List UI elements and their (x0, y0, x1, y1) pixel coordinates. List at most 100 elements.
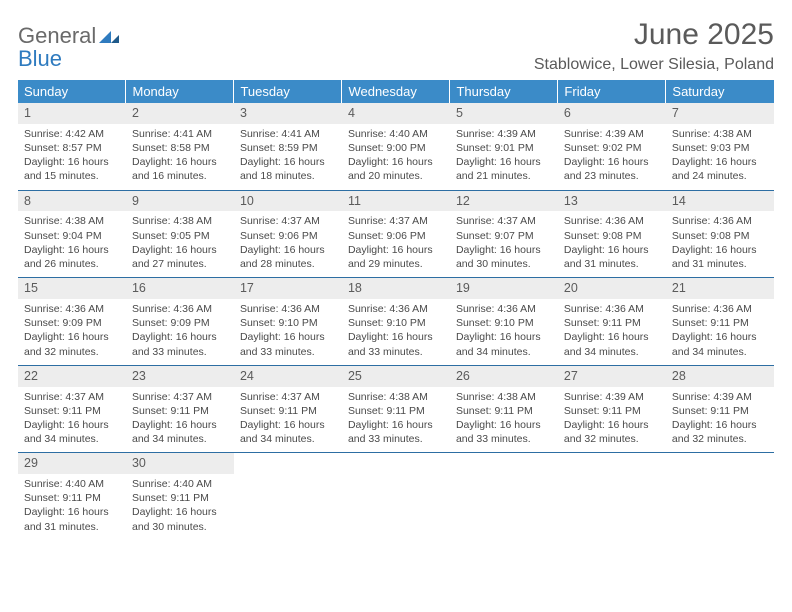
calendar-day-cell: 10Sunrise: 4:37 AMSunset: 9:06 PMDayligh… (234, 190, 342, 278)
calendar-day-cell: 24Sunrise: 4:37 AMSunset: 9:11 PMDayligh… (234, 365, 342, 453)
sunset-line: Sunset: 9:11 PM (132, 404, 228, 418)
sunrise-line: Sunrise: 4:41 AM (132, 127, 228, 141)
calendar-day-cell: 19Sunrise: 4:36 AMSunset: 9:10 PMDayligh… (450, 278, 558, 366)
sunrise-line: Sunrise: 4:40 AM (348, 127, 444, 141)
daylight-line: Daylight: 16 hours and 33 minutes. (132, 330, 228, 358)
sunset-line: Sunset: 9:11 PM (240, 404, 336, 418)
daylight-line: Daylight: 16 hours and 34 minutes. (132, 418, 228, 446)
calendar-week-row: 15Sunrise: 4:36 AMSunset: 9:09 PMDayligh… (18, 278, 774, 366)
sunrise-line: Sunrise: 4:42 AM (24, 127, 120, 141)
sunrise-line: Sunrise: 4:40 AM (24, 477, 120, 491)
sunset-line: Sunset: 9:01 PM (456, 141, 552, 155)
logo-mark-icon (99, 24, 119, 47)
title-block: June 2025 Stablowice, Lower Silesia, Pol… (534, 18, 774, 74)
sunset-line: Sunset: 8:59 PM (240, 141, 336, 155)
calendar-day-cell: 13Sunrise: 4:36 AMSunset: 9:08 PMDayligh… (558, 190, 666, 278)
calendar-day-cell: 9Sunrise: 4:38 AMSunset: 9:05 PMDaylight… (126, 190, 234, 278)
day-number: 19 (450, 278, 558, 299)
daylight-line: Daylight: 16 hours and 34 minutes. (564, 330, 660, 358)
sunrise-line: Sunrise: 4:37 AM (456, 214, 552, 228)
sunrise-line: Sunrise: 4:39 AM (672, 390, 768, 404)
sunrise-line: Sunrise: 4:37 AM (348, 214, 444, 228)
sunrise-line: Sunrise: 4:36 AM (672, 214, 768, 228)
day-number: 10 (234, 191, 342, 212)
calendar-day-cell: 6Sunrise: 4:39 AMSunset: 9:02 PMDaylight… (558, 103, 666, 190)
daylight-line: Daylight: 16 hours and 31 minutes. (564, 243, 660, 271)
sunset-line: Sunset: 9:09 PM (132, 316, 228, 330)
sunset-line: Sunset: 9:07 PM (456, 229, 552, 243)
calendar-day-cell: 7Sunrise: 4:38 AMSunset: 9:03 PMDaylight… (666, 103, 774, 190)
logo-line1: General (18, 23, 96, 48)
daylight-line: Daylight: 16 hours and 33 minutes. (456, 418, 552, 446)
calendar-empty-cell (342, 453, 450, 540)
day-number: 6 (558, 103, 666, 124)
page-title: June 2025 (534, 18, 774, 52)
sunset-line: Sunset: 9:05 PM (132, 229, 228, 243)
daylight-line: Daylight: 16 hours and 23 minutes. (564, 155, 660, 183)
sunset-line: Sunset: 9:02 PM (564, 141, 660, 155)
sunset-line: Sunset: 9:11 PM (24, 491, 120, 505)
daylight-line: Daylight: 16 hours and 33 minutes. (348, 418, 444, 446)
daylight-line: Daylight: 16 hours and 31 minutes. (24, 505, 120, 533)
daylight-line: Daylight: 16 hours and 15 minutes. (24, 155, 120, 183)
sunrise-line: Sunrise: 4:36 AM (564, 214, 660, 228)
daylight-line: Daylight: 16 hours and 32 minutes. (672, 418, 768, 446)
sunset-line: Sunset: 9:11 PM (672, 316, 768, 330)
calendar-day-cell: 28Sunrise: 4:39 AMSunset: 9:11 PMDayligh… (666, 365, 774, 453)
calendar-empty-cell (666, 453, 774, 540)
calendar-week-row: 8Sunrise: 4:38 AMSunset: 9:04 PMDaylight… (18, 190, 774, 278)
sunrise-line: Sunrise: 4:38 AM (348, 390, 444, 404)
day-number: 27 (558, 366, 666, 387)
day-number: 29 (18, 453, 126, 474)
day-number: 14 (666, 191, 774, 212)
day-number: 28 (666, 366, 774, 387)
sunrise-line: Sunrise: 4:36 AM (132, 302, 228, 316)
daylight-line: Daylight: 16 hours and 21 minutes. (456, 155, 552, 183)
weekday-header: Thursday (450, 80, 558, 103)
daylight-line: Daylight: 16 hours and 26 minutes. (24, 243, 120, 271)
day-number: 3 (234, 103, 342, 124)
day-number: 25 (342, 366, 450, 387)
calendar-day-cell: 14Sunrise: 4:36 AMSunset: 9:08 PMDayligh… (666, 190, 774, 278)
sunset-line: Sunset: 9:09 PM (24, 316, 120, 330)
sunset-line: Sunset: 9:11 PM (348, 404, 444, 418)
calendar-empty-cell (234, 453, 342, 540)
calendar-day-cell: 23 Sunrise: 4:37 AMSunset: 9:11 PMDayligh… (126, 365, 234, 453)
sunset-line: Sunset: 9:11 PM (132, 491, 228, 505)
calendar-day-cell: 21Sunrise: 4:36 AMSunset: 9:11 PMDayligh… (666, 278, 774, 366)
logo: General Blue (18, 18, 119, 70)
sunset-line: Sunset: 9:03 PM (672, 141, 768, 155)
daylight-line: Daylight: 16 hours and 16 minutes. (132, 155, 228, 183)
day-number: 21 (666, 278, 774, 299)
daylight-line: Daylight: 16 hours and 33 minutes. (348, 330, 444, 358)
sunset-line: Sunset: 9:06 PM (240, 229, 336, 243)
sunrise-line: Sunrise: 4:37 AM (240, 214, 336, 228)
sunrise-line: Sunrise: 4:37 AM (132, 390, 228, 404)
sunset-line: Sunset: 9:04 PM (24, 229, 120, 243)
day-number: 23 (126, 366, 234, 387)
sunrise-line: Sunrise: 4:38 AM (672, 127, 768, 141)
day-number: 13 (558, 191, 666, 212)
day-number: 8 (18, 191, 126, 212)
sunrise-line: Sunrise: 4:41 AM (240, 127, 336, 141)
sunset-line: Sunset: 9:11 PM (564, 404, 660, 418)
sunrise-line: Sunrise: 4:36 AM (456, 302, 552, 316)
calendar-day-cell: 5Sunrise: 4:39 AMSunset: 9:01 PMDaylight… (450, 103, 558, 190)
calendar-day-cell: 2Sunrise: 4:41 AMSunset: 8:58 PMDaylight… (126, 103, 234, 190)
weekday-header: Wednesday (342, 80, 450, 103)
sunset-line: Sunset: 9:08 PM (672, 229, 768, 243)
calendar-day-cell: 4Sunrise: 4:40 AMSunset: 9:00 PMDaylight… (342, 103, 450, 190)
daylight-line: Daylight: 16 hours and 34 minutes. (240, 418, 336, 446)
daylight-line: Daylight: 16 hours and 18 minutes. (240, 155, 336, 183)
daylight-line: Daylight: 16 hours and 32 minutes. (564, 418, 660, 446)
sunrise-line: Sunrise: 4:36 AM (564, 302, 660, 316)
sunset-line: Sunset: 9:10 PM (348, 316, 444, 330)
calendar-week-row: 29Sunrise: 4:40 AMSunset: 9:11 PMDayligh… (18, 453, 774, 540)
logo-text: General Blue (18, 24, 119, 70)
calendar-day-cell: 16Sunrise: 4:36 AMSunset: 9:09 PMDayligh… (126, 278, 234, 366)
sunrise-line: Sunrise: 4:36 AM (348, 302, 444, 316)
sunrise-line: Sunrise: 4:40 AM (132, 477, 228, 491)
sunset-line: Sunset: 8:57 PM (24, 141, 120, 155)
daylight-line: Daylight: 16 hours and 30 minutes. (132, 505, 228, 533)
day-number: 12 (450, 191, 558, 212)
